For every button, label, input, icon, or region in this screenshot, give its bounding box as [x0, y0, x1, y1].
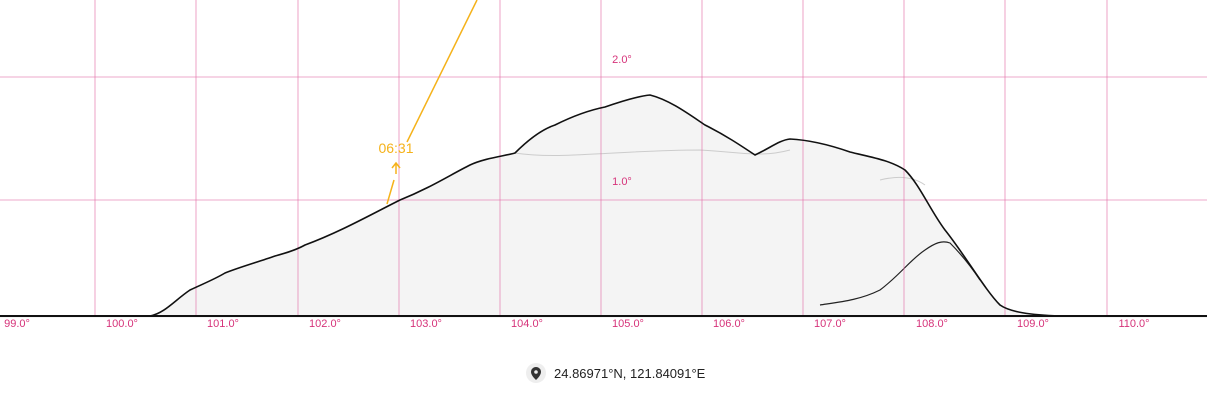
x-tick-label: 100.0°	[106, 318, 138, 330]
x-axis-labels: 99.0° 100.0° 101.0° 102.0° 103.0° 104.0° 105.0…	[4, 318, 1149, 330]
x-tick-label: 102.0°	[309, 318, 341, 330]
sunrise-arrow-icon	[391, 161, 401, 174]
x-tick-label: 108.0°	[916, 318, 948, 330]
x-tick-label: 106.0°	[713, 318, 745, 330]
x-tick-label: 107.0°	[814, 318, 846, 330]
grid-lines	[0, 0, 1207, 316]
x-tick-label: 105.0°	[612, 318, 644, 330]
x-tick-label: 109.0°	[1017, 318, 1049, 330]
map-pin-icon	[526, 363, 546, 383]
sunrise-time-label: 06:31	[378, 140, 413, 156]
terrain-contour	[514, 149, 926, 186]
secondary-ridge	[819, 241, 981, 306]
location-display[interactable]: 24.86971°N, 121.84091°E	[526, 362, 705, 384]
skyline-outline	[0, 94, 1207, 317]
sun-path-line-lower	[386, 179, 395, 205]
sun-path-line	[406, 0, 478, 143]
x-tick-label: 104.0°	[511, 318, 543, 330]
terrain-silhouette	[0, 95, 1207, 318]
y-tick-label: 2.0°	[612, 54, 632, 66]
location-coordinates: 24.86971°N, 121.84091°E	[554, 365, 706, 381]
y-axis-labels: 1.0° 2.0°	[612, 54, 632, 188]
x-tick-label: 110.0°	[1118, 318, 1149, 330]
x-tick-label: 101.0°	[207, 318, 239, 330]
x-tick-label: 103.0°	[410, 318, 442, 330]
y-tick-label: 1.0°	[612, 176, 632, 188]
x-tick-label: 99.0°	[4, 318, 30, 330]
